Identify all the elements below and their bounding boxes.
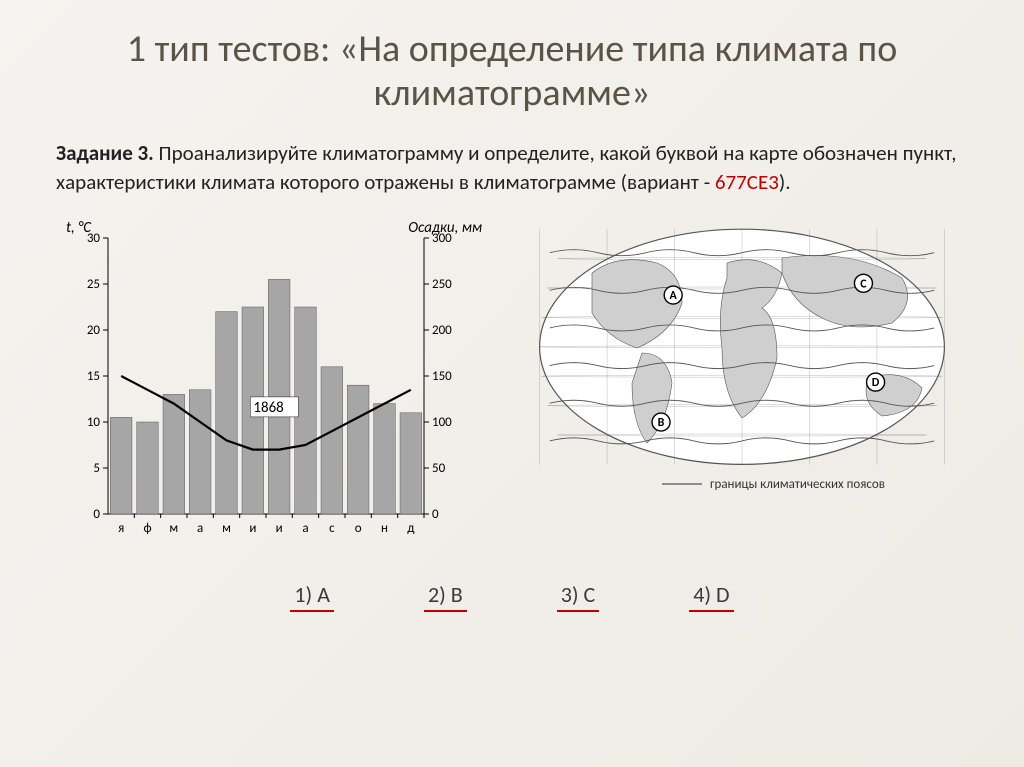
task-label: Задание 3. (56, 140, 154, 166)
svg-text:15: 15 (87, 369, 100, 384)
svg-text:д: д (407, 521, 415, 536)
svg-text:10: 10 (87, 415, 101, 430)
svg-text:и: и (249, 521, 256, 536)
svg-text:100: 100 (432, 415, 452, 430)
svg-text:0: 0 (93, 507, 100, 522)
task-text-2: ). (779, 169, 791, 195)
task-text-1: Проанализируйте климатограмму и определи… (56, 140, 956, 194)
task-variant: 677СЕ3 (715, 169, 779, 195)
svg-text:ф: ф (143, 521, 151, 536)
svg-text:50: 50 (432, 461, 446, 476)
svg-text:300: 300 (432, 231, 452, 246)
climogram-chart: t, °CОсадки, мм0510152025300501001502002… (56, 218, 486, 553)
svg-text:1868: 1868 (253, 399, 283, 417)
svg-text:а: а (302, 521, 308, 536)
svg-text:250: 250 (432, 277, 452, 292)
svg-text:200: 200 (432, 323, 452, 338)
answer-a[interactable]: 1) A (290, 581, 334, 612)
task-paragraph: Задание 3. Проанализируйте климатограмму… (56, 139, 968, 196)
svg-text:с: с (329, 521, 335, 536)
svg-text:A: A (670, 289, 678, 303)
answer-row: 1) A 2) B 3) C 4) D (56, 581, 968, 612)
svg-text:D: D (872, 376, 880, 390)
svg-text:C: C (860, 277, 867, 291)
svg-text:0: 0 (432, 507, 439, 522)
page-title: 1 тип тестов: «На определение типа клима… (56, 28, 968, 115)
world-map: A B C Dграницы климатических поясов (516, 218, 968, 503)
svg-text:25: 25 (87, 277, 100, 292)
svg-text:н: н (381, 521, 388, 536)
answer-d[interactable]: 4) D (689, 581, 733, 612)
svg-text:20: 20 (87, 323, 101, 338)
answer-b[interactable]: 2) B (424, 581, 467, 612)
svg-text:5: 5 (93, 461, 100, 476)
svg-text:м: м (169, 521, 178, 536)
svg-text:150: 150 (432, 369, 452, 384)
answer-c[interactable]: 3) C (557, 581, 600, 612)
svg-text:и: и (276, 521, 283, 536)
svg-text:30: 30 (87, 231, 101, 246)
svg-text:границы климатических поясов: границы климатических поясов (710, 477, 885, 492)
svg-text:а: а (197, 521, 203, 536)
svg-text:я: я (118, 521, 124, 536)
svg-text:о: о (355, 521, 362, 536)
svg-text:м: м (222, 521, 231, 536)
svg-text:B: B (658, 416, 665, 430)
